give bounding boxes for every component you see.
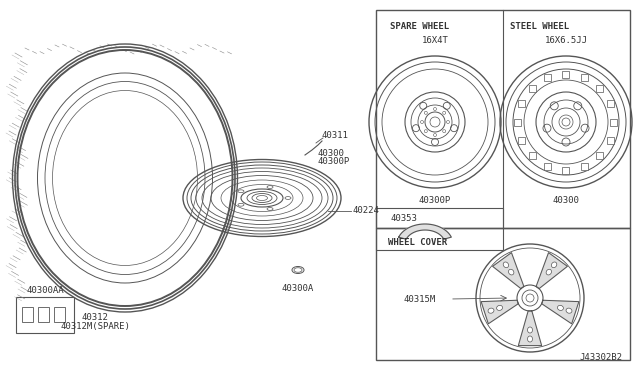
Ellipse shape: [497, 305, 502, 311]
Bar: [563, 71, 570, 77]
Bar: [544, 163, 551, 170]
Ellipse shape: [488, 308, 494, 313]
Text: 40353: 40353: [391, 214, 418, 223]
Text: WHEEL COVER: WHEEL COVER: [388, 238, 447, 247]
Bar: [518, 100, 525, 107]
Bar: [596, 84, 604, 92]
Bar: [38, 307, 49, 322]
Bar: [581, 163, 588, 170]
Polygon shape: [541, 300, 579, 324]
Bar: [22, 307, 33, 322]
Text: 40300: 40300: [552, 196, 579, 205]
Ellipse shape: [527, 327, 532, 333]
Bar: [544, 74, 551, 81]
Text: J43302B2: J43302B2: [579, 353, 622, 362]
Ellipse shape: [509, 269, 514, 275]
Bar: [607, 137, 614, 144]
Ellipse shape: [546, 269, 552, 275]
Text: STEEL WHEEL: STEEL WHEEL: [510, 22, 569, 31]
Text: 40300A: 40300A: [282, 284, 314, 293]
Bar: [529, 84, 536, 92]
Ellipse shape: [552, 262, 557, 268]
Polygon shape: [481, 300, 518, 324]
Bar: [376, 208, 503, 250]
Polygon shape: [518, 311, 541, 346]
Text: 40300P: 40300P: [318, 157, 350, 166]
Text: 40300P: 40300P: [419, 196, 451, 205]
Text: 40312: 40312: [81, 313, 108, 322]
Bar: [611, 119, 618, 125]
Text: 40300AA: 40300AA: [26, 286, 64, 295]
Bar: [581, 74, 588, 81]
Bar: [515, 119, 522, 125]
Polygon shape: [536, 253, 568, 289]
Ellipse shape: [503, 262, 509, 268]
Bar: [16, 297, 74, 333]
Ellipse shape: [527, 336, 532, 342]
Bar: [596, 153, 604, 160]
Text: 16X6.5JJ: 16X6.5JJ: [545, 36, 588, 45]
Bar: [529, 153, 536, 160]
Text: 40224: 40224: [353, 205, 380, 215]
Ellipse shape: [566, 308, 572, 313]
Text: 16X4T: 16X4T: [422, 36, 449, 45]
Polygon shape: [493, 253, 524, 289]
Bar: [54, 307, 65, 322]
Bar: [376, 10, 630, 228]
Text: SPARE WHEEL: SPARE WHEEL: [390, 22, 449, 31]
Text: 40315M: 40315M: [404, 295, 436, 304]
Text: 40312M(SPARE): 40312M(SPARE): [60, 322, 130, 331]
Bar: [563, 167, 570, 173]
Bar: [518, 137, 525, 144]
Ellipse shape: [557, 305, 563, 311]
Bar: [376, 228, 630, 360]
Polygon shape: [399, 224, 451, 239]
Bar: [607, 100, 614, 107]
Text: 40311: 40311: [322, 131, 349, 140]
Text: 40300: 40300: [318, 148, 345, 157]
